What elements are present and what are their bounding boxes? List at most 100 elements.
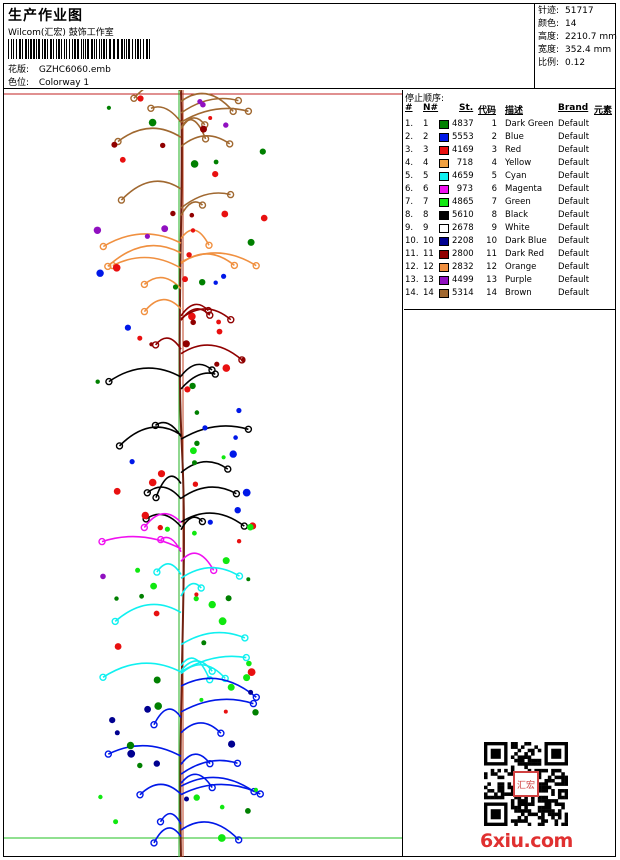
col-header-stitches: St. [459,103,474,113]
row-brand: Default [558,132,590,142]
table-row: 10. 10 2208 10 Dark Blue Default [404,235,615,248]
row-index: 7. [405,197,414,207]
row-stitches: 2678 [452,223,474,233]
color-swatch [439,146,449,155]
row-stitches: 5553 [452,132,474,142]
row-index: 10. [405,236,419,246]
row-code: 10 [486,236,497,246]
row-code: 14 [486,288,497,298]
barcode-icon [8,39,150,59]
sheet-title: 生产作业图 [8,8,83,24]
row-stitches: 5314 [452,288,474,298]
row-description: Black [505,210,528,220]
row-index: 11. [405,249,419,259]
row-description: Dark Green [505,119,554,129]
row-brand: Default [558,158,590,168]
table-row: 6. 6 973 6 Magenta Default [404,183,615,196]
row-code: 11 [486,249,497,259]
row-brand: Default [558,197,590,207]
row-code: 13 [486,275,497,285]
table-row: 13. 13 4499 13 Purple Default [404,274,615,287]
row-needle: 10 [423,236,434,246]
table-row: 1. 1 4837 1 Dark Green Default [404,118,615,131]
row-index: 1. [405,119,414,129]
table-row: 8. 8 5610 8 Black Default [404,209,615,222]
row-brand: Default [558,210,590,220]
row-brand: Default [558,249,590,259]
row-index: 3. [405,145,414,155]
row-description: Yellow [505,158,532,168]
design-preview [4,90,403,857]
row-brand: Default [558,288,590,298]
row-code: 3 [491,145,497,155]
row-description: Orange [505,262,537,272]
row-index: 12. [405,262,419,272]
row-stitches: 973 [456,184,473,194]
qr-code-icon: 汇宏 [484,742,568,826]
color-swatch [439,185,449,194]
row-index: 9. [405,223,414,233]
color-swatch [439,263,449,272]
color-swatch [439,276,449,285]
row-brand: Default [558,119,590,129]
row-brand: Default [558,171,590,181]
table-row: 4. 4 718 4 Yellow Default [404,157,615,170]
row-needle: 14 [423,288,434,298]
col-header-brand: Brand [558,103,589,113]
stat-width: 宽度: 352.4 mm [538,45,612,55]
row-description: Red [505,145,522,155]
row-index: 5. [405,171,414,181]
row-stitches: 4499 [452,275,474,285]
color-swatch [439,159,449,168]
table-row: 14. 14 5314 14 Brown Default [404,287,615,300]
table-row: 12. 12 2832 12 Orange Default [404,261,615,274]
row-description: Purple [505,275,532,285]
stat-stitches: 针迹: 51717 [538,6,594,16]
row-needle: 4 [423,158,429,168]
colorway-value: Colorway 1 [38,78,90,88]
row-stitches: 4169 [452,145,474,155]
row-brand: Default [558,262,590,272]
row-brand: Default [558,275,590,285]
stop-sequence-caption: 停止顺序: [405,94,445,104]
row-brand: Default [558,223,590,233]
row-code: 7 [491,197,497,207]
row-code: 4 [491,158,497,168]
color-swatch [439,224,449,233]
row-description: Cyan [505,171,527,181]
col-header-description: 描述 [505,106,524,116]
row-code: 5 [491,171,497,181]
sheet-header: 生产作业图 Wilcom(汇宏) 鼓饰工作室 花版: GZHC6060.emb … [4,4,617,89]
row-code: 12 [486,262,497,272]
row-needle: 1 [423,119,429,129]
row-index: 13. [405,275,419,285]
row-description: Blue [505,132,524,142]
row-needle: 3 [423,145,429,155]
row-stitches: 2208 [452,236,474,246]
stop-sequence-table: 停止顺序: # N# St. 代码 描述 Brand 元素 1. 1 4837 1 Da… [404,90,615,310]
row-description: Magenta [505,184,543,194]
row-index: 14. [405,288,419,298]
row-needle: 13 [423,275,434,285]
production-sheet: 生产作业图 Wilcom(汇宏) 鼓饰工作室 花版: GZHC6060.emb … [3,3,617,857]
color-swatch [439,120,449,129]
colorway-line: 色位: Colorway 1 [8,75,89,88]
colorway-label: 色位: [8,78,30,88]
row-stitches: 4865 [452,197,474,207]
color-swatch [439,211,449,220]
watermark: 6xiu.com [480,830,573,852]
row-needle: 12 [423,262,434,272]
row-needle: 7 [423,197,429,207]
row-index: 4. [405,158,414,168]
row-needle: 5 [423,171,429,181]
row-description: Dark Red [505,249,545,259]
col-header-index: # [405,103,413,113]
stat-scale: 比例: 0.12 [538,58,586,68]
row-index: 2. [405,132,414,142]
row-description: Dark Blue [505,236,547,246]
row-needle: 2 [423,132,429,142]
color-swatch [439,289,449,298]
row-index: 6. [405,184,414,194]
row-code: 9 [491,223,497,233]
design-name-line: 花版: GZHC6060.emb [8,62,111,75]
